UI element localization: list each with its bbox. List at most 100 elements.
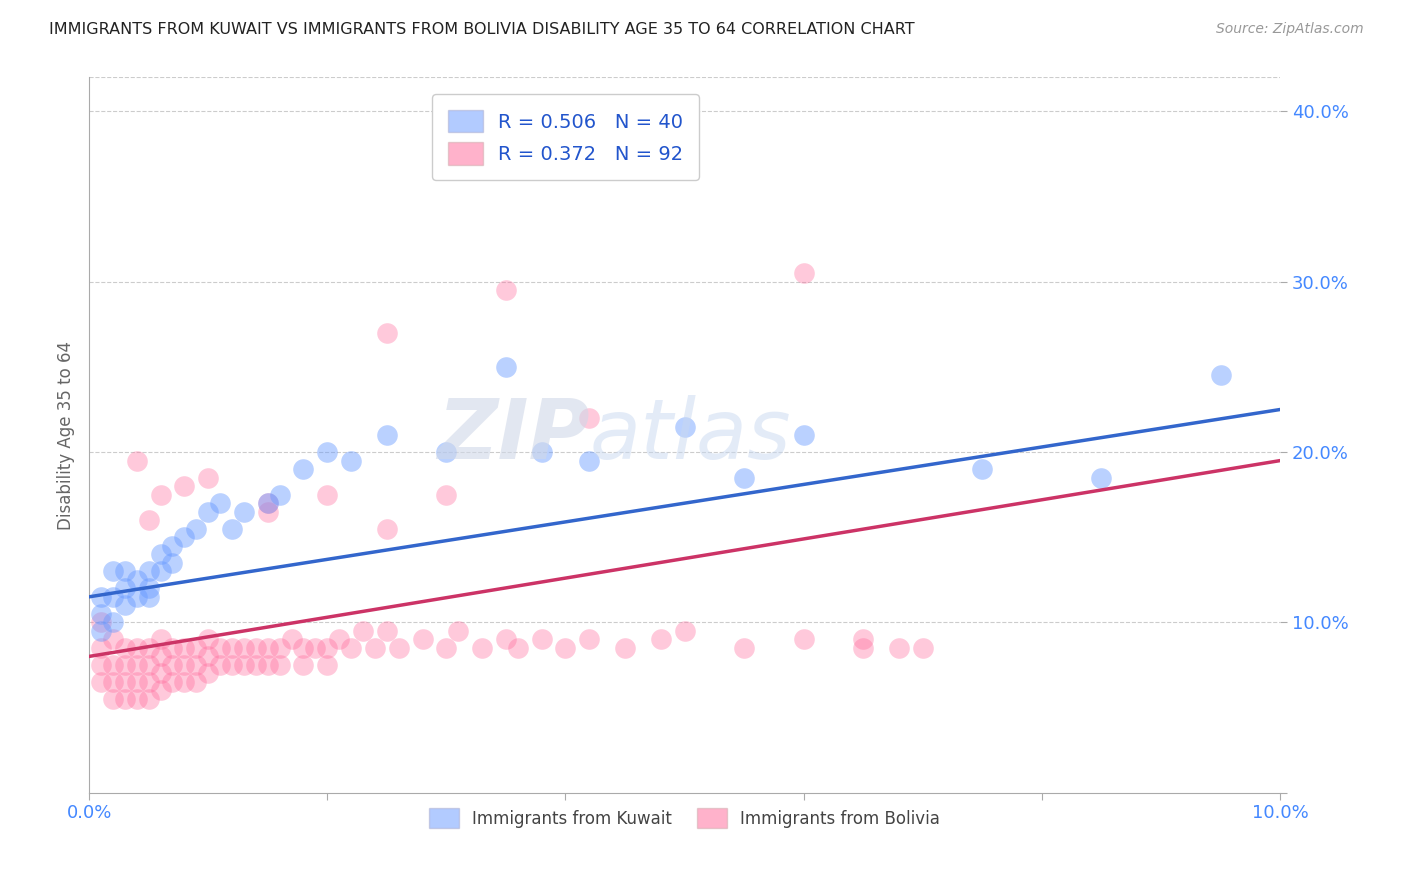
Point <box>650 632 672 647</box>
Point <box>221 640 243 655</box>
Point <box>1090 470 1112 484</box>
Point <box>578 453 600 467</box>
Point <box>793 266 815 280</box>
Point <box>530 445 553 459</box>
Point <box>125 573 148 587</box>
Point <box>125 692 148 706</box>
Point <box>173 675 195 690</box>
Point <box>197 470 219 484</box>
Point <box>125 675 148 690</box>
Point <box>186 640 208 655</box>
Point <box>221 657 243 672</box>
Point <box>852 640 875 655</box>
Point <box>364 640 387 655</box>
Point <box>495 283 517 297</box>
Point <box>245 640 267 655</box>
Point <box>114 599 136 613</box>
Point <box>197 632 219 647</box>
Point <box>138 640 160 655</box>
Point <box>245 657 267 672</box>
Point <box>209 496 232 510</box>
Point <box>269 488 291 502</box>
Point <box>316 445 339 459</box>
Point <box>232 505 254 519</box>
Point <box>554 640 576 655</box>
Text: ZIP: ZIP <box>437 394 589 475</box>
Point <box>292 462 315 476</box>
Point <box>197 666 219 681</box>
Point <box>375 624 398 638</box>
Point <box>138 657 160 672</box>
Point <box>292 657 315 672</box>
Point <box>173 479 195 493</box>
Point <box>375 326 398 340</box>
Point <box>173 657 195 672</box>
Point <box>887 640 910 655</box>
Point <box>269 657 291 672</box>
Point <box>292 640 315 655</box>
Point <box>972 462 994 476</box>
Point <box>138 564 160 578</box>
Point <box>101 675 124 690</box>
Point <box>114 675 136 690</box>
Point <box>256 657 278 672</box>
Point <box>269 640 291 655</box>
Point <box>495 632 517 647</box>
Point <box>101 615 124 630</box>
Point <box>149 666 172 681</box>
Point <box>221 522 243 536</box>
Point <box>412 632 434 647</box>
Point <box>114 692 136 706</box>
Point <box>149 683 172 698</box>
Point <box>232 657 254 672</box>
Point <box>197 505 219 519</box>
Point <box>173 530 195 544</box>
Point <box>173 640 195 655</box>
Point <box>447 624 470 638</box>
Point <box>101 590 124 604</box>
Point <box>340 453 363 467</box>
Point <box>352 624 374 638</box>
Point <box>209 657 232 672</box>
Point <box>90 590 112 604</box>
Point <box>209 640 232 655</box>
Point <box>90 615 112 630</box>
Point <box>138 513 160 527</box>
Point <box>114 582 136 596</box>
Point <box>530 632 553 647</box>
Point <box>1209 368 1232 383</box>
Point <box>162 556 184 570</box>
Point <box>90 640 112 655</box>
Point <box>256 505 278 519</box>
Point <box>614 640 637 655</box>
Point <box>90 607 112 621</box>
Point <box>149 632 172 647</box>
Point <box>162 657 184 672</box>
Point <box>125 590 148 604</box>
Point <box>793 632 815 647</box>
Point <box>149 649 172 664</box>
Point <box>328 632 350 647</box>
Point <box>434 640 457 655</box>
Legend: Immigrants from Kuwait, Immigrants from Bolivia: Immigrants from Kuwait, Immigrants from … <box>422 802 948 834</box>
Point <box>434 445 457 459</box>
Text: Source: ZipAtlas.com: Source: ZipAtlas.com <box>1216 22 1364 37</box>
Point <box>149 547 172 561</box>
Point <box>316 657 339 672</box>
Point <box>101 692 124 706</box>
Point <box>138 675 160 690</box>
Point <box>793 428 815 442</box>
Point <box>114 657 136 672</box>
Point <box>197 649 219 664</box>
Point <box>316 640 339 655</box>
Point <box>852 632 875 647</box>
Point <box>138 590 160 604</box>
Point <box>375 428 398 442</box>
Point <box>375 522 398 536</box>
Text: IMMIGRANTS FROM KUWAIT VS IMMIGRANTS FROM BOLIVIA DISABILITY AGE 35 TO 64 CORREL: IMMIGRANTS FROM KUWAIT VS IMMIGRANTS FRO… <box>49 22 915 37</box>
Point <box>506 640 529 655</box>
Point <box>101 632 124 647</box>
Point <box>125 640 148 655</box>
Point <box>256 496 278 510</box>
Point <box>125 657 148 672</box>
